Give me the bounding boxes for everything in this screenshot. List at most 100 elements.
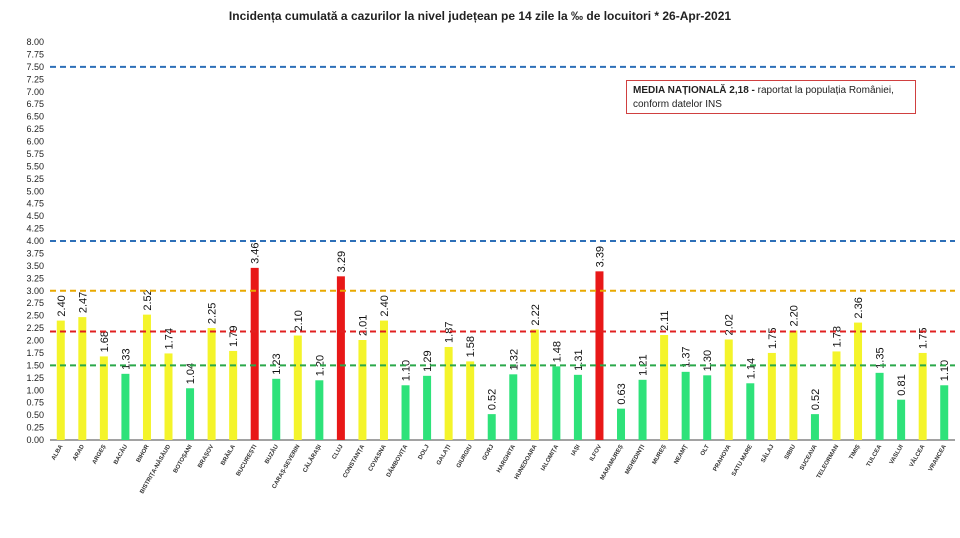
y-tick-label: 6.00 [26,137,44,147]
bar [272,378,281,440]
x-tick-label: NEAMȚ [674,444,690,466]
x-tick-label: SIBIU [784,444,797,461]
bar-value-label: 1.31 [573,349,585,370]
bar [99,356,108,440]
bar [466,361,475,440]
bar-value-label: 1.87 [444,322,456,343]
bar-value-label: 2.47 [77,292,89,313]
y-tick-label: 3.75 [26,248,44,258]
bar-value-label: 2.22 [530,304,542,325]
y-tick-label: 4.00 [26,236,44,246]
bar-value-label: 3.39 [594,246,606,267]
bar [78,317,87,440]
bar-value-label: 3.29 [336,251,348,272]
x-tick-label: VASLUI [889,444,905,466]
bar [56,320,65,440]
x-tick-label: GALAȚI [436,444,453,467]
y-tick-label: 1.75 [26,348,44,358]
bar-value-label: 1.78 [831,326,843,347]
x-tick-label: DÂMBOVIȚA [385,443,410,479]
x-tick-label: SĂLAJ [760,444,776,465]
x-tick-label: IAȘI [571,444,582,457]
bar-value-label: 1.23 [271,353,283,374]
bar [229,350,238,440]
x-tick-label: TELEORMAN [816,444,840,480]
bar [638,379,647,440]
y-tick-label: 1.50 [26,360,44,370]
y-tick-label: 6.50 [26,112,44,122]
bar-value-label: 1.48 [551,341,563,362]
x-tick-label: HUNEDOARA [514,443,539,480]
y-tick-label: 7.00 [26,87,44,97]
bar [767,352,776,440]
bar-value-label: 1.79 [228,326,240,347]
x-tick-label: GIURGIU [456,444,474,469]
bar-value-label: 1.14 [745,358,757,379]
x-tick-label: GORJ [482,444,496,462]
x-tick-label: TIMIȘ [849,444,862,461]
bar [660,335,669,440]
bar [293,335,302,440]
bar-value-label: 1.35 [875,347,887,368]
x-tick-label: PRAHOVA [713,443,733,472]
y-tick-label: 4.75 [26,199,44,209]
y-tick-label: 0.50 [26,410,44,420]
x-tick-label: BUZĂU [263,444,280,466]
bar-value-label: 1.33 [120,348,132,369]
bar [897,399,906,440]
bar [423,375,432,440]
bar-value-label: 2.02 [724,314,736,335]
chart-title: Incidența cumulată a cazurilor la nivel … [228,9,732,23]
x-tick-label: ARAD [72,443,86,462]
bar-value-label: 1.10 [401,360,413,381]
bar [617,408,626,440]
y-tick-label: 2.25 [26,323,44,333]
x-tick-label: MEHEDINȚI [625,444,647,476]
bar [315,380,324,440]
national-average-label: MEDIA NAȚIONALĂ 2,18 - raportat la popul… [633,85,894,96]
x-tick-label: MARAMUREȘ [600,444,625,481]
bar [746,383,755,440]
bar-value-label: 2.20 [788,305,800,326]
bar [681,371,690,440]
x-tick-label: SUCEAVA [799,443,819,471]
bar-value-label: 1.74 [164,328,176,349]
y-tick-label: 5.50 [26,161,44,171]
bar-value-label: 2.10 [293,310,305,331]
bar-value-label: 1.37 [681,346,693,367]
bar [358,340,367,440]
x-tick-label: TULCEA [866,443,884,468]
bar [207,328,216,440]
x-tick-label: CĂLĂRAȘI [302,443,324,474]
bar-value-label: 1.75 [918,328,930,349]
y-tick-label: 2.75 [26,298,44,308]
bar [142,314,151,440]
y-tick-label: 7.75 [26,49,44,59]
x-tick-label: ALBA [51,443,65,461]
y-tick-label: 4.25 [26,224,44,234]
bar-value-label: 2.11 [659,310,671,331]
bar [164,353,173,440]
y-tick-label: 1.00 [26,385,44,395]
x-tick-label: BUCUREȘTI [236,444,259,478]
bar-value-label: 0.52 [810,389,822,410]
bar [810,414,819,440]
bar [854,322,863,440]
bar-value-label: 1.32 [508,349,520,370]
x-tick-label: BRĂILA [219,443,237,467]
x-tick-label: BOTOȘANI [173,444,194,475]
y-tick-label: 2.50 [26,311,44,321]
y-tick-label: 0.75 [26,398,44,408]
bar [530,329,539,440]
x-tick-label: VRANCEA [928,443,948,472]
y-tick-label: 6.75 [26,99,44,109]
bar-value-label: 1.04 [185,363,197,384]
bar-value-label: 0.52 [487,389,499,410]
bar-value-label: 1.58 [465,336,477,357]
bar [875,372,884,440]
bar [487,414,496,440]
bar-value-label: 1.75 [767,328,779,349]
x-tick-label: CLUJ [332,444,345,461]
x-tick-label: MUREȘ [652,444,668,466]
bar-value-label: 0.63 [616,383,628,404]
